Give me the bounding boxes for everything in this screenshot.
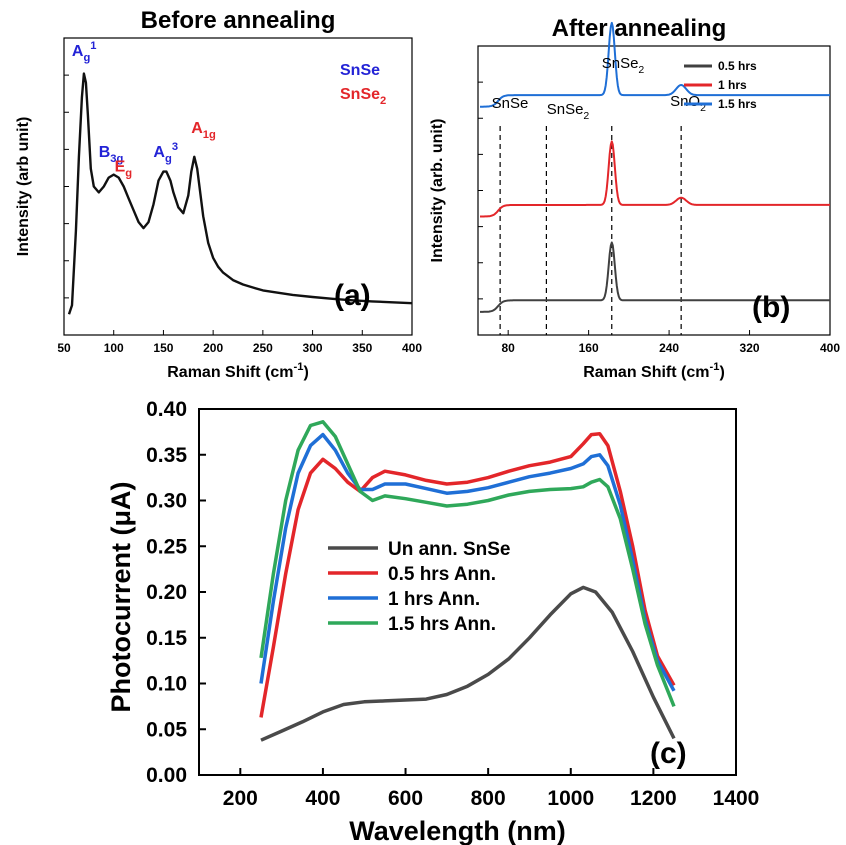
panel-b-xtick-label: 160 bbox=[579, 341, 599, 355]
panel-a-peak-annotation-sup: 3 bbox=[172, 141, 178, 153]
panel-a-xtick-label: 200 bbox=[203, 341, 223, 355]
panel-b-xlabel-base: ) bbox=[719, 364, 724, 381]
panel-b-xtick-label: 320 bbox=[740, 341, 760, 355]
panel-a-legend-entry-base: SnSe bbox=[340, 62, 380, 79]
panel-c-legend-entry: 0.5 hrs Ann. bbox=[388, 564, 496, 585]
panel-a-peak-annotation-sub: g bbox=[165, 153, 172, 165]
panel-b-peak-label-base: SnO bbox=[670, 93, 700, 110]
panel-a-xtick-label: 350 bbox=[352, 341, 372, 355]
panel-c-xtick-label: 1200 bbox=[630, 787, 677, 810]
panel-b-xtick-label: 400 bbox=[820, 341, 840, 355]
panel-b-series-line bbox=[480, 241, 830, 313]
panel-a-label: (a) bbox=[334, 279, 371, 312]
panel-c-ytick-label: 0.40 bbox=[146, 398, 187, 421]
panel-a-xtick-label: 400 bbox=[402, 341, 422, 355]
panel-c-ylabel: Photocurrent (μA) bbox=[106, 481, 136, 712]
panel-a-legend-entry-base: SnSe bbox=[340, 86, 380, 103]
panel-b-peak-label: SnSe2 bbox=[547, 101, 590, 122]
panel-b-peak-label: SnO2 bbox=[670, 93, 706, 114]
panel-b-xlabel-sup: -1 bbox=[709, 361, 719, 373]
panel-b-peak-label-base: SnSe bbox=[602, 55, 639, 72]
panel-a-xlabel-base: ) bbox=[303, 364, 308, 381]
panel-a-xtick-label: 250 bbox=[253, 341, 273, 355]
panel-b-peak-label-sub: 2 bbox=[700, 102, 706, 114]
panel-a-peak-annotation-sup: 1 bbox=[90, 40, 96, 52]
panel-c-ytick-label: 0.05 bbox=[146, 718, 187, 741]
panel-c-ytick-label: 0.35 bbox=[146, 444, 187, 467]
panel-b-peak-label: SnSe bbox=[492, 95, 529, 112]
panel-a-peak-annotation: Eg bbox=[115, 159, 133, 180]
panel-b-peak-label-sub: 2 bbox=[583, 110, 589, 122]
panel-a-xtick-label: 50 bbox=[57, 341, 71, 355]
panel-c-ytick-label: 0.10 bbox=[146, 673, 187, 696]
panel-a-peak-annotation: Ag1 bbox=[72, 40, 97, 64]
panel-a-xtick-label: 300 bbox=[303, 341, 323, 355]
panel-c-label: (c) bbox=[650, 737, 687, 770]
panel-b-xlabel: Raman Shift (cm-1) bbox=[583, 361, 725, 381]
panel-c-xtick-label: 1000 bbox=[547, 787, 594, 810]
panel-a-peak-annotation-base: A bbox=[72, 43, 84, 60]
panel-b-legend-entry: 0.5 hrs bbox=[718, 59, 757, 73]
panel-c-legend-entry: 1 hrs Ann. bbox=[388, 589, 480, 610]
panel-a-xtick-label: 100 bbox=[104, 341, 124, 355]
panel-a-legend-entry: SnSe bbox=[340, 62, 380, 79]
panel-c-xtick-label: 400 bbox=[305, 787, 340, 810]
panel-a-peak-annotation-sub: g bbox=[83, 52, 90, 64]
panel-c-series-line bbox=[260, 585, 676, 742]
panel-b-ylabel: Intensity (arb. unit) bbox=[429, 119, 446, 263]
panel-c-xlabel: Wavelength (nm) bbox=[349, 816, 566, 845]
panel-a-peak-annotation: A1g bbox=[191, 120, 216, 141]
panel-b-series-line bbox=[480, 21, 830, 108]
panel-c-series-line bbox=[259, 431, 676, 718]
panel-a-peak-annotation: Ag3 bbox=[153, 141, 178, 165]
panel-a-peak-annotation-base: A bbox=[191, 120, 203, 137]
panel-c: 200 400 600 800 1000 1200 1400 0.00 0.05 0.10 0.15… bbox=[106, 398, 759, 845]
panel-c-xtick-label: 200 bbox=[223, 787, 258, 810]
panel-c-ytick-label: 0.30 bbox=[146, 490, 187, 513]
panel-a-peak-annotation-base: B bbox=[99, 144, 111, 161]
panel-c-ytick-label: 0.00 bbox=[146, 764, 187, 787]
panel-b-peak-label-base: SnSe bbox=[492, 95, 529, 112]
panel-a-xlabel-base: Raman Shift (cm bbox=[167, 364, 293, 381]
panel-c-xtick-label: 800 bbox=[471, 787, 506, 810]
panel-a-peak-annotation-base: E bbox=[115, 159, 126, 176]
panel-b-peak-label-sub: 2 bbox=[638, 64, 644, 76]
panel-a-peak-annotation-sub: 1g bbox=[203, 129, 216, 141]
panel-c-legend-entry: Un ann. SnSe bbox=[388, 539, 510, 560]
panel-a-peak-annotation-sub: g bbox=[125, 168, 132, 180]
panel-c-ytick-label: 0.20 bbox=[146, 581, 187, 604]
panel-b-legend-entry: 1 hrs bbox=[718, 78, 747, 92]
panel-c-ytick-label: 0.15 bbox=[146, 627, 187, 650]
panel-b-label: (b) bbox=[752, 291, 790, 324]
panel-a-legend-entry-sub: 2 bbox=[380, 95, 386, 107]
panel-a-xtick-label: 150 bbox=[153, 341, 173, 355]
panel-a-peak-annotation-sub: 3g bbox=[110, 153, 123, 165]
panel-b-legend-entry: 1.5 hrs bbox=[718, 97, 757, 111]
panel-b-xlabel-base: Raman Shift (cm bbox=[583, 364, 709, 381]
panel-b-xtick-label: 80 bbox=[501, 341, 515, 355]
panel-c-series-line bbox=[259, 432, 676, 692]
panel-a-peak-annotation: B3g bbox=[99, 144, 124, 165]
panel-a-xlabel-sup: -1 bbox=[293, 361, 303, 373]
panel-a: Before annealing 50 100 150 200 250 300 350 400 R… bbox=[15, 7, 422, 381]
panel-c-ytick-label: 0.25 bbox=[146, 535, 187, 558]
panel-b-series-line bbox=[480, 140, 830, 218]
panel-c-xtick-label: 600 bbox=[388, 787, 423, 810]
panel-b-xtick-label: 240 bbox=[659, 341, 679, 355]
panel-b: After annealing 80 160 240 320 400 Raman Shift… bbox=[429, 15, 840, 381]
panel-a-peak-annotation-base: A bbox=[153, 144, 165, 161]
panel-b-peak-label: SnSe2 bbox=[602, 55, 645, 76]
panel-c-xtick-label: 1400 bbox=[713, 787, 760, 810]
panel-c-legend-entry: 1.5 hrs Ann. bbox=[388, 614, 496, 635]
panel-b-title: After annealing bbox=[552, 15, 727, 42]
panel-a-ylabel: Intensity (arb unit) bbox=[15, 117, 32, 257]
panel-b-peak-label-base: SnSe bbox=[547, 101, 584, 118]
panel-a-series-line bbox=[67, 72, 413, 315]
panel-a-legend-entry: SnSe2 bbox=[340, 86, 386, 107]
panel-c-series-line bbox=[259, 420, 676, 708]
panel-a-xlabel: Raman Shift (cm-1) bbox=[167, 361, 309, 381]
panel-a-title: Before annealing bbox=[141, 7, 336, 34]
